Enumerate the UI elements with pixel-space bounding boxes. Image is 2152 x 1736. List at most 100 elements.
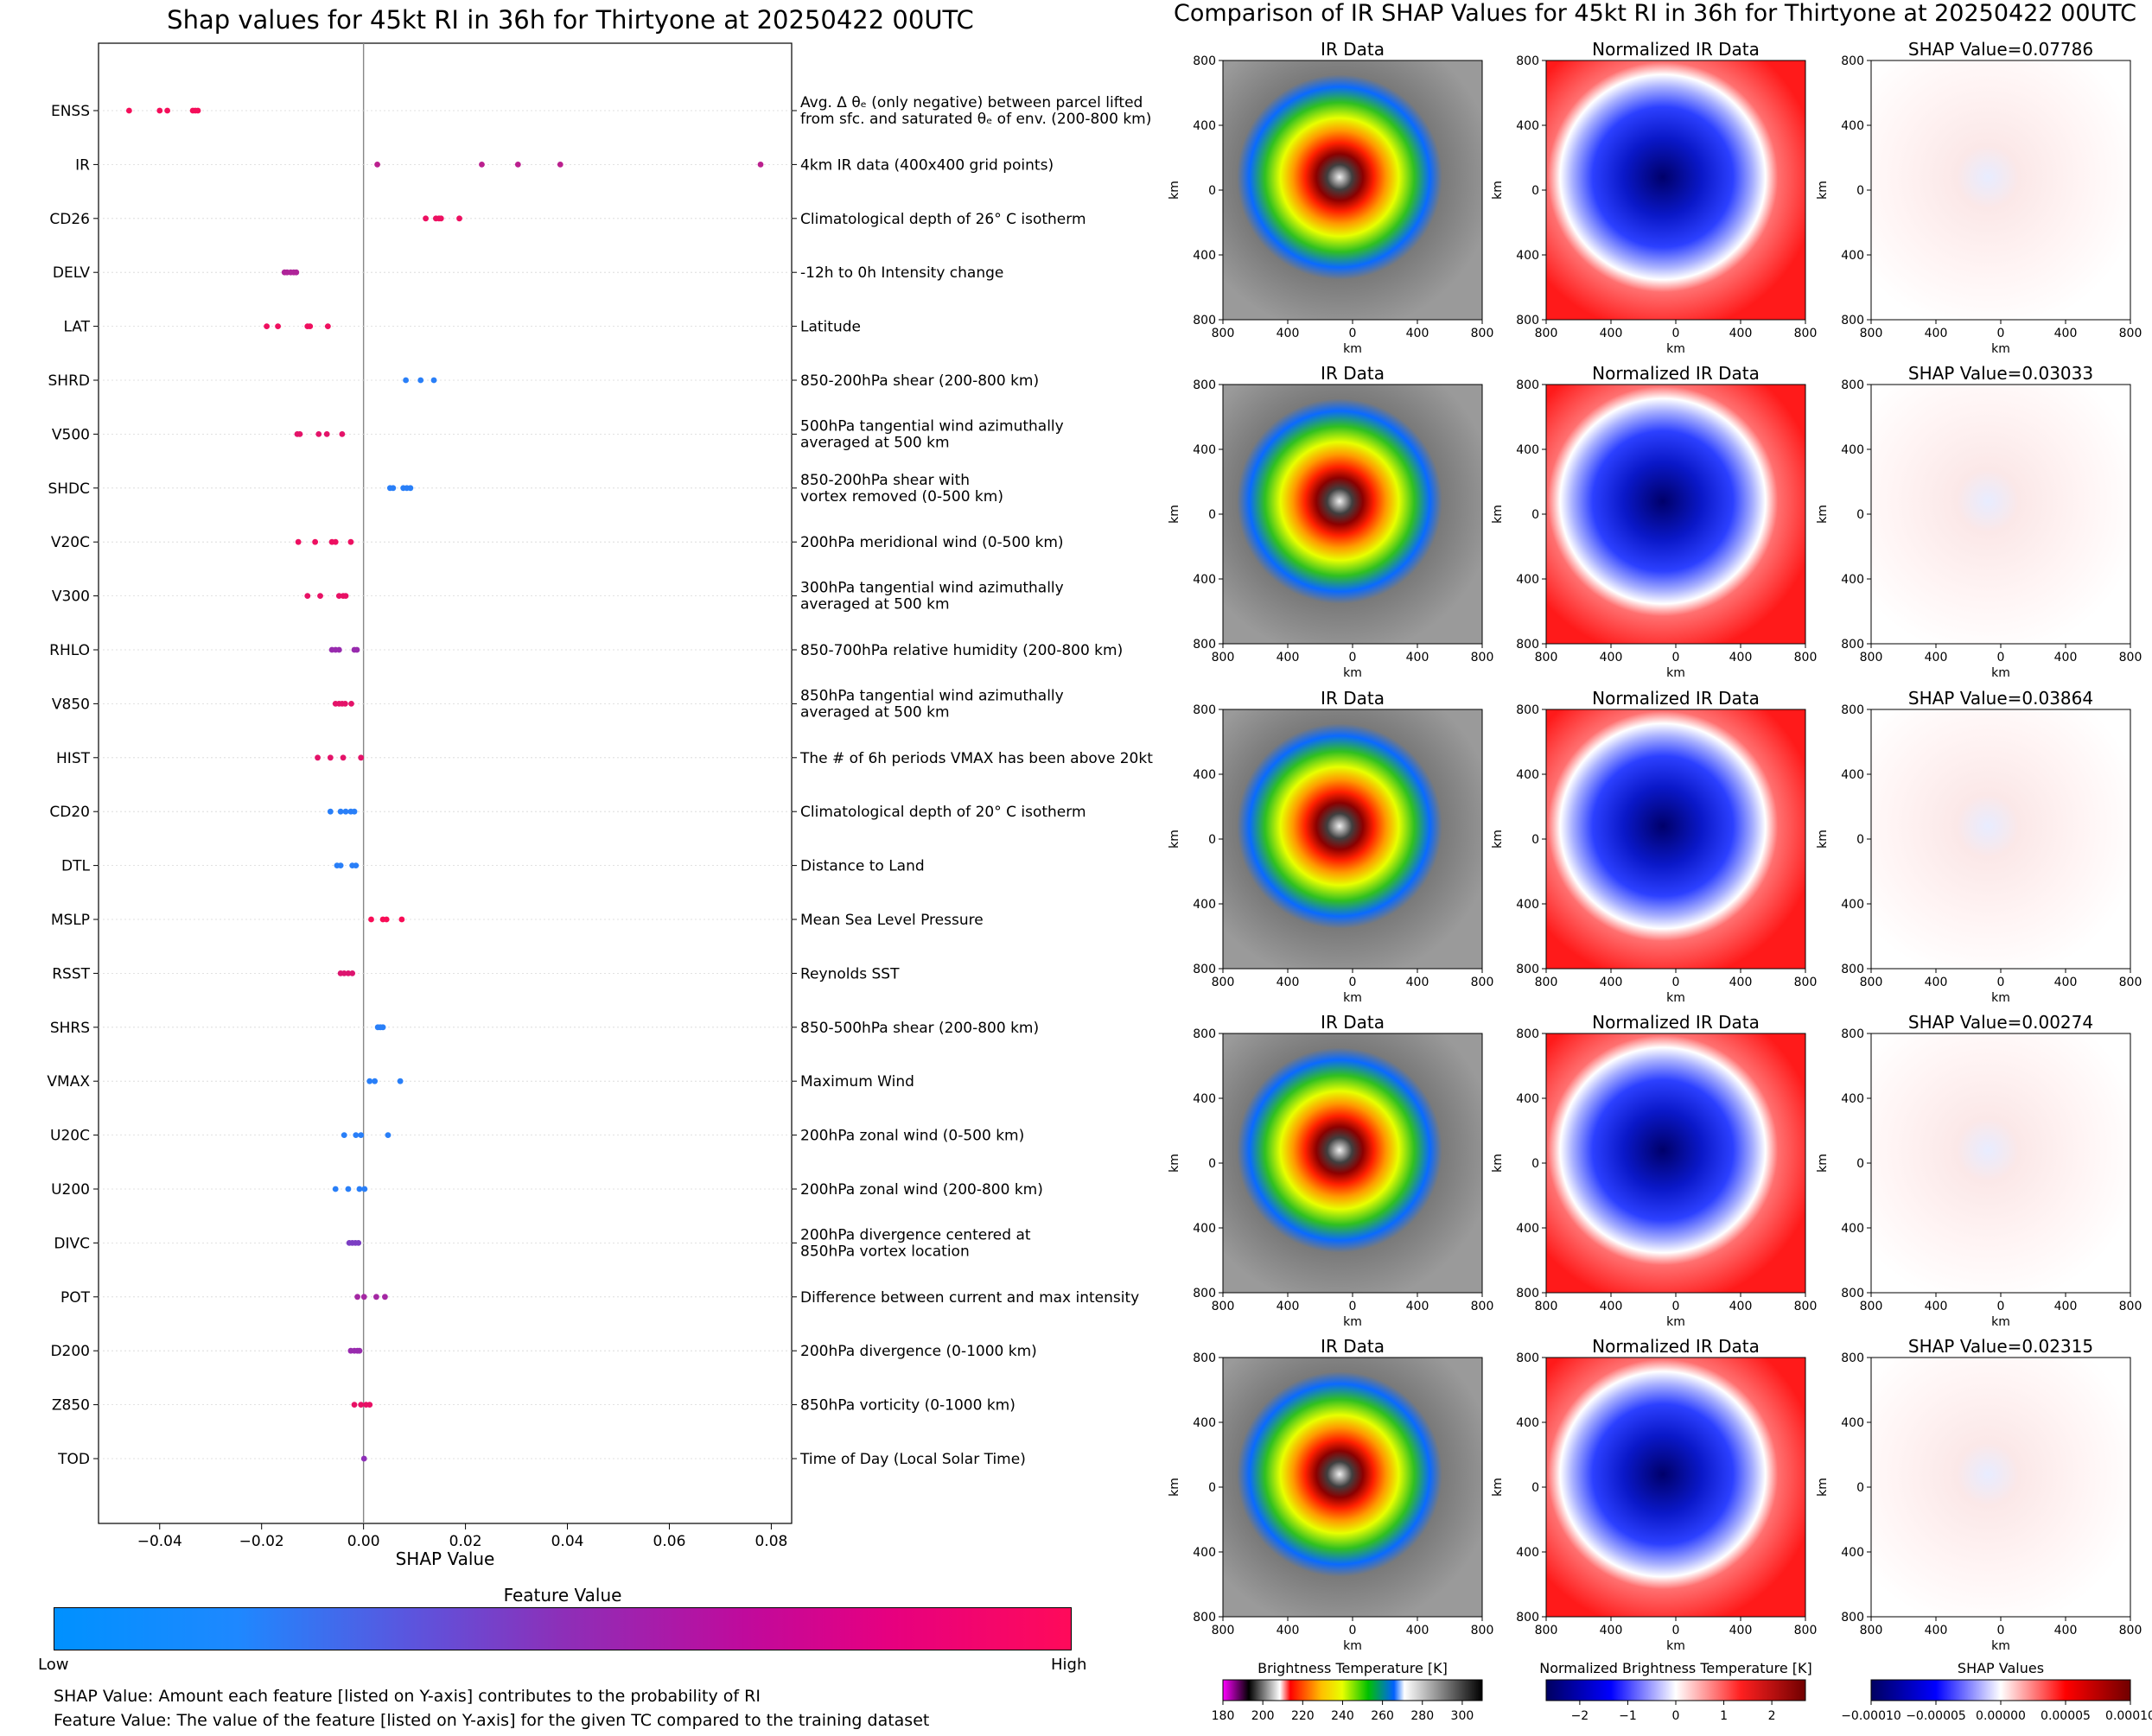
feature-name-shrs: SHRS: [50, 1020, 90, 1037]
ir-data-image: [1222, 1357, 1483, 1618]
feature-name-v20c: V20C: [51, 534, 90, 551]
shap-point-rsst: [349, 970, 356, 976]
y-tick-label: 400: [1516, 119, 1539, 133]
x-tick-label: 0: [1997, 1300, 2005, 1313]
feature-desc-v300: averaged at 500 km: [800, 596, 950, 614]
colorbar: [1545, 1679, 1806, 1701]
x-tick-label: −0.04: [137, 1533, 182, 1550]
feature-desc-rhlo: 850-700hPa relative humidity (200-800 km…: [800, 642, 1123, 659]
shap-point-ir: [374, 162, 380, 168]
y-tick-label: 400: [1841, 1222, 1864, 1236]
feature-desc-rsst: Reynolds SST: [800, 965, 900, 982]
x-tick-label: 800: [1535, 651, 1558, 665]
feature-name-enss: ENSS: [51, 103, 90, 120]
colorbar: [1870, 1679, 2131, 1701]
x-tick-label: 400: [1925, 1300, 1948, 1313]
colorbar-label: SHAP Values: [1958, 1660, 2044, 1676]
colorbar-tick-label: −2: [1571, 1709, 1589, 1723]
y-tick-label: 0: [1531, 1157, 1539, 1171]
x-tick-label: 800: [1471, 1624, 1494, 1637]
ir-data-image: [1222, 384, 1483, 645]
y-tick-label: 400: [1516, 443, 1539, 457]
feature-desc-v850: 850hPa tangential wind azimuthally: [800, 687, 1064, 704]
colorbar-tick-label: 200: [1251, 1709, 1275, 1723]
feature-desc-v500: averaged at 500 km: [800, 434, 950, 451]
colorbar-tick-label: 1: [1720, 1709, 1728, 1723]
feature-desc-ir: 4km IR data (400x400 grid points): [800, 156, 1054, 174]
shap-point-v20c: [347, 538, 354, 545]
x-tick-label: 400: [1406, 651, 1429, 665]
feature-desc-divc: 200hPa divergence centered at: [800, 1226, 1031, 1243]
ir-data-title: IR Data: [1321, 688, 1385, 709]
shap-heatmap-image: [1870, 709, 2131, 970]
y-axis-label: km: [1168, 1154, 1181, 1173]
shap-point-v300: [335, 593, 342, 599]
colorbar-tick-label: 0: [1672, 1709, 1680, 1723]
y-axis-label: km: [1491, 830, 1505, 849]
shap-point-v300: [317, 593, 323, 599]
shap-point-v500: [315, 431, 322, 437]
y-tick-label: 800: [1193, 703, 1216, 717]
shap-point-cd26: [423, 215, 429, 222]
x-tick-label: 0: [1672, 651, 1680, 665]
x-tick-label: 400: [2054, 651, 2078, 665]
y-tick-label: 800: [1193, 1611, 1216, 1625]
x-tick-label: 800: [2119, 1624, 2142, 1637]
y-tick-label: 800: [1516, 638, 1539, 652]
shap-value-title: SHAP Value=0.00274: [1908, 1012, 2093, 1033]
shap-point-vmax: [397, 1078, 404, 1084]
x-tick-label: 400: [1600, 1624, 1623, 1637]
x-tick-label: 400: [1406, 1624, 1429, 1637]
y-tick-label: 800: [1516, 963, 1539, 976]
shap-point-v20c: [332, 538, 339, 545]
feature-name-rsst: RSST: [52, 965, 90, 982]
shap-point-lat: [324, 323, 331, 329]
y-axis-label: km: [1816, 505, 1830, 524]
x-tick-label: 400: [1406, 1300, 1429, 1313]
shap-value-note: SHAP Value: Amount each feature [listed …: [54, 1687, 761, 1706]
shap-point-shrd: [403, 377, 409, 384]
feature-value-note: Feature Value: The value of the feature …: [54, 1711, 930, 1730]
x-tick-label: 800: [1860, 976, 1883, 989]
normalized-ir-title: Normalized IR Data: [1592, 39, 1760, 60]
x-tick-label: 0: [1349, 1624, 1357, 1637]
x-tick-label: 0: [1672, 1300, 1680, 1313]
y-tick-label: 400: [1516, 1092, 1539, 1106]
y-tick-label: 800: [1841, 1611, 1864, 1625]
feature-desc-v500: 500hPa tangential wind azimuthally: [800, 417, 1064, 435]
shap-point-lat: [307, 323, 314, 329]
y-tick-label: 400: [1841, 898, 1864, 912]
x-tick-label: 400: [1406, 327, 1429, 340]
feature-desc-enss: Avg. Δ θₑ (only negative) between parcel…: [800, 94, 1143, 111]
x-tick-label: 0: [1997, 651, 2005, 665]
x-axis-label: km: [1991, 666, 2010, 680]
x-tick-label: 400: [1600, 651, 1623, 665]
x-tick-label: 400: [1600, 976, 1623, 989]
shap-value-title: SHAP Value=0.07786: [1908, 39, 2093, 60]
x-tick-label: 800: [1535, 1624, 1558, 1637]
y-tick-label: 800: [1841, 638, 1864, 652]
colorbar-tick-label: 180: [1212, 1709, 1235, 1723]
y-tick-label: 0: [1856, 1157, 1864, 1171]
normalized-ir-image: [1545, 1033, 1806, 1294]
feature-name-ir: IR: [75, 156, 90, 174]
shap-point-rhlo: [335, 646, 342, 653]
x-axis-label: km: [1991, 991, 2010, 1005]
x-tick-label: 800: [1471, 1300, 1494, 1313]
x-tick-label: 800: [1794, 1300, 1818, 1313]
x-tick-label: 0.06: [653, 1533, 686, 1550]
normalized-ir-image: [1545, 1357, 1806, 1618]
feature-desc-u20c: 200hPa zonal wind (0-500 km): [800, 1128, 1024, 1145]
x-tick-label: 0: [1672, 976, 1680, 989]
normalized-ir-title: Normalized IR Data: [1592, 688, 1760, 709]
y-tick-label: 0: [1208, 1481, 1216, 1495]
shap-point-u20c: [353, 1132, 360, 1138]
ir-data-title: IR Data: [1321, 1336, 1385, 1357]
shap-point-ir: [479, 162, 485, 168]
shap-axis-label: SHAP Value: [395, 1548, 495, 1569]
colorbar-tick-label: 0.00010: [2105, 1709, 2152, 1723]
ir-data-title: IR Data: [1321, 1012, 1385, 1033]
shap-point-pot: [372, 1294, 379, 1300]
x-tick-label: 0.08: [754, 1533, 787, 1550]
y-tick-label: 0: [1531, 1481, 1539, 1495]
